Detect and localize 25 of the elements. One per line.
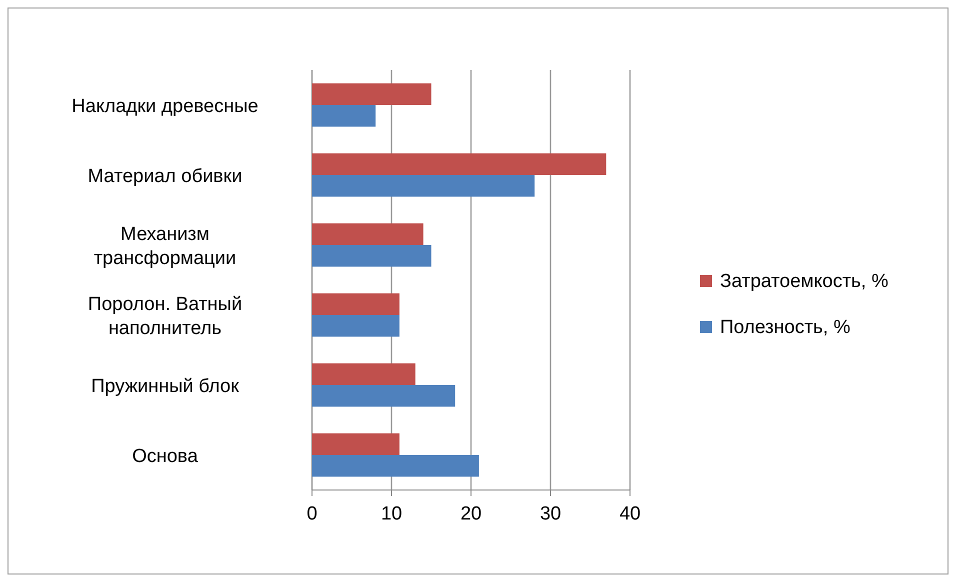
bar xyxy=(312,245,432,267)
x-tick-label: 20 xyxy=(460,503,482,524)
bar xyxy=(312,175,535,197)
x-tick-label: 10 xyxy=(380,503,402,524)
bar xyxy=(312,363,416,385)
bar xyxy=(312,105,376,127)
y-tick-label: Материал обивки xyxy=(88,166,242,187)
bar xyxy=(312,83,432,105)
bar xyxy=(312,315,400,337)
y-tick-label: Накладки древесные xyxy=(72,96,258,117)
bar xyxy=(312,433,400,455)
bar xyxy=(312,455,479,477)
legend-label: Затратоемкость, % xyxy=(720,271,888,292)
bar xyxy=(312,385,456,407)
y-tick-label: Механизм трансформации xyxy=(94,224,236,269)
bar xyxy=(312,293,400,315)
x-tick-label: 0 xyxy=(306,503,318,524)
bar xyxy=(312,153,606,175)
x-tick-label: 30 xyxy=(540,503,562,524)
y-tick-label: Поролон. Ватный наполнитель xyxy=(88,294,242,339)
bar xyxy=(312,223,424,245)
y-tick-label: Основа xyxy=(132,446,198,467)
x-tick-label: 40 xyxy=(619,503,641,524)
y-tick-label: Пружинный блок xyxy=(91,376,240,397)
legend-label: Полезность, % xyxy=(720,317,850,338)
